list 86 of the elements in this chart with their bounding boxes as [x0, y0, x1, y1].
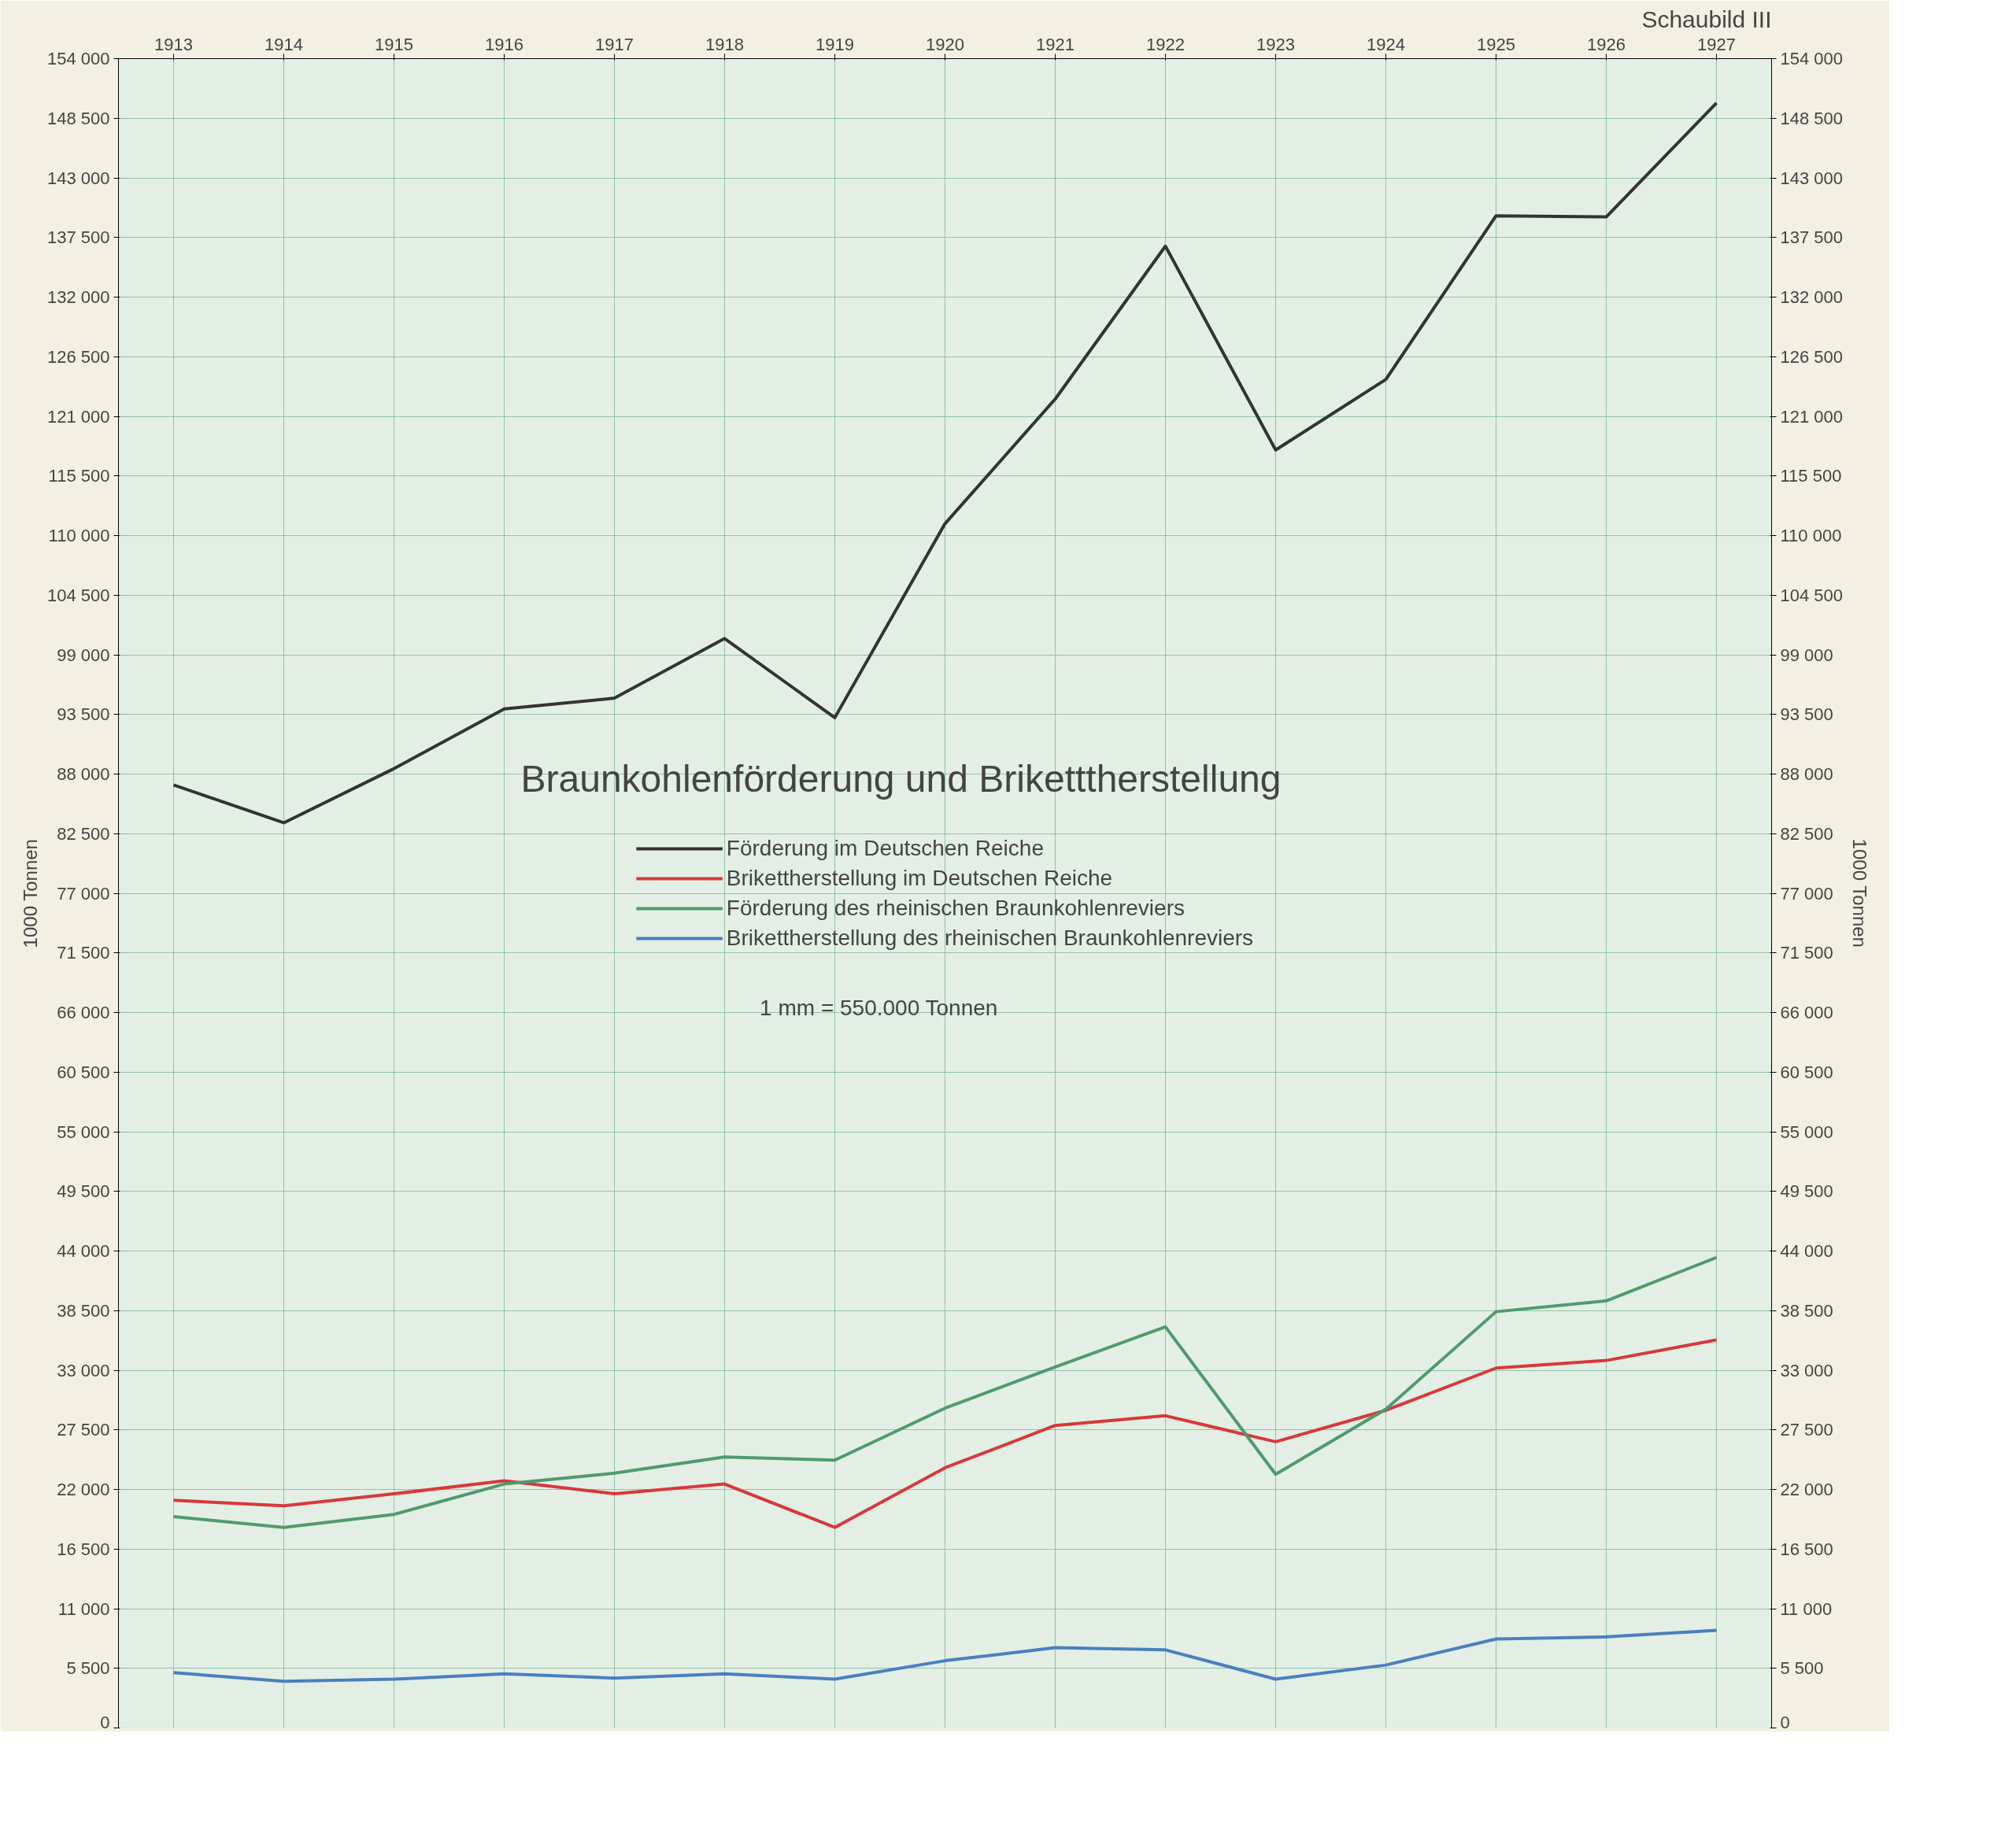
y-tick-label: 137 500 [46, 227, 110, 248]
y2-tick-label: 148 500 [1780, 108, 1844, 128]
y2-tick-label: 77 000 [1780, 883, 1833, 904]
y2-tick-label: 88 000 [1780, 764, 1833, 784]
y2-tick-label: 11 000 [1780, 1598, 1833, 1619]
y2-tick-label: 99 000 [1780, 645, 1833, 665]
y-tick-label: 49 500 [57, 1181, 110, 1202]
text: Schaubild III [1641, 6, 1772, 32]
y2-tick-label: 137 500 [1780, 227, 1844, 248]
y-tick-label: 77 000 [57, 883, 110, 904]
y2-tick-label: 126 500 [1780, 346, 1844, 367]
x-tick-label: 1926 [1587, 34, 1626, 54]
line-series [172, 1338, 1718, 1529]
y2-tick-label: 82 500 [1780, 823, 1833, 844]
y2-tick-label: 121 000 [1780, 406, 1844, 427]
line-series [172, 101, 1718, 825]
y-tick-label: 27 500 [57, 1420, 110, 1440]
y-tick-label: 132 000 [46, 287, 110, 307]
y2-tick-label: 49 500 [1780, 1181, 1833, 1202]
y2-tick-label: 93 500 [1780, 704, 1833, 725]
x-tick-label: 1918 [705, 34, 744, 54]
x-tick-label: 1923 [1256, 34, 1295, 54]
x-tick-label: 1916 [485, 34, 523, 54]
y-tick-label: 121 000 [46, 406, 110, 427]
text: Braunkohlenförderung und Briketttherstellung [520, 757, 1282, 800]
legend-label: Brikettherstellung des rheinischen Braunkohlenreviers [726, 925, 1254, 951]
y2-tick-label: 44 000 [1780, 1241, 1833, 1261]
x-tick-label: 1921 [1036, 34, 1075, 54]
y2-tick-label: 104 500 [1780, 585, 1844, 605]
x-tick-label: 1913 [154, 34, 193, 54]
y2-tick-label: 22 000 [1780, 1480, 1833, 1499]
y-tick-label: 93 500 [57, 704, 110, 725]
y-tick-label: 126 500 [46, 346, 110, 367]
y-tick-label: 154 000 [46, 49, 110, 68]
y2-tick-label: 16 500 [1780, 1539, 1833, 1559]
y-tick-label: 55 000 [57, 1122, 110, 1142]
y2-tick-label: 60 500 [1780, 1062, 1833, 1082]
line-series [172, 1255, 1718, 1529]
y2-tick-label: 132 000 [1780, 287, 1844, 307]
x-tick-label: 1922 [1146, 34, 1185, 54]
legend-label: Förderung im Deutschen Reiche [726, 835, 1044, 861]
y2-tick-label: 27 500 [1780, 1420, 1833, 1440]
y2-tick-label: 110 000 [1780, 526, 1842, 545]
y2-tick-label: 115 500 [1780, 466, 1842, 486]
y-tick-label: 44 000 [57, 1241, 110, 1261]
y-tick-label: 99 000 [57, 645, 110, 665]
y-tick-label: 22 000 [57, 1480, 110, 1499]
y-tick-label: 11 000 [57, 1598, 110, 1619]
x-tick-label: 1919 [816, 34, 854, 54]
y-tick-label: 16 500 [57, 1539, 110, 1559]
y-tick-label: 110 000 [48, 526, 110, 545]
x-tick-label: 1925 [1477, 34, 1515, 54]
line-series [172, 1628, 1718, 1683]
y2-tick-label: 5 500 [1780, 1658, 1824, 1679]
y2-axis-title: 1000 Tonnen [1849, 838, 1871, 948]
y-tick-label: 38 500 [57, 1300, 110, 1321]
y-tick-label: 71 500 [57, 943, 110, 963]
y-tick-label: 115 500 [48, 466, 110, 486]
legend-label: Brikettherstellung im Deutschen Reiche [726, 865, 1113, 891]
x-tick-label: 1920 [926, 34, 964, 54]
y-tick-label: 104 500 [46, 585, 110, 605]
x-tick-label: 1915 [375, 34, 413, 54]
legend-label: Förderung des rheinischen Braunkohlenreviers [726, 895, 1185, 921]
y2-tick-label: 71 500 [1780, 943, 1833, 963]
y-tick-label: 66 000 [57, 1003, 110, 1022]
x-tick-label: 1924 [1367, 34, 1405, 54]
y-tick-label: 88 000 [57, 764, 110, 784]
x-tick-label: 1917 [595, 34, 634, 54]
x-tick-label: 1914 [264, 34, 303, 54]
y2-tick-label: 55 000 [1780, 1122, 1833, 1142]
annotation: 1 mm = 550.000 Tonnen [760, 995, 998, 1020]
y-tick-label: 5 500 [66, 1658, 110, 1679]
y2-tick-label: 143 000 [1780, 168, 1844, 188]
y-tick-label: 33 000 [57, 1360, 110, 1380]
y-axis-title: 1000 Tonnen [19, 839, 41, 948]
y-tick-label: 148 500 [46, 108, 110, 128]
y2-tick-label: 66 000 [1780, 1003, 1833, 1022]
y-tick-label: 143 000 [46, 168, 110, 188]
x-tick-label: 1927 [1697, 34, 1736, 54]
y-tick-label: 0 [100, 1712, 110, 1732]
y2-tick-label: 38 500 [1780, 1300, 1833, 1321]
y2-tick-label: 0 [1780, 1712, 1790, 1732]
y-tick-label: 60 500 [57, 1062, 110, 1082]
y2-tick-label: 33 000 [1780, 1360, 1833, 1380]
y-tick-label: 82 500 [57, 823, 110, 844]
y2-tick-label: 154 000 [1780, 49, 1844, 68]
